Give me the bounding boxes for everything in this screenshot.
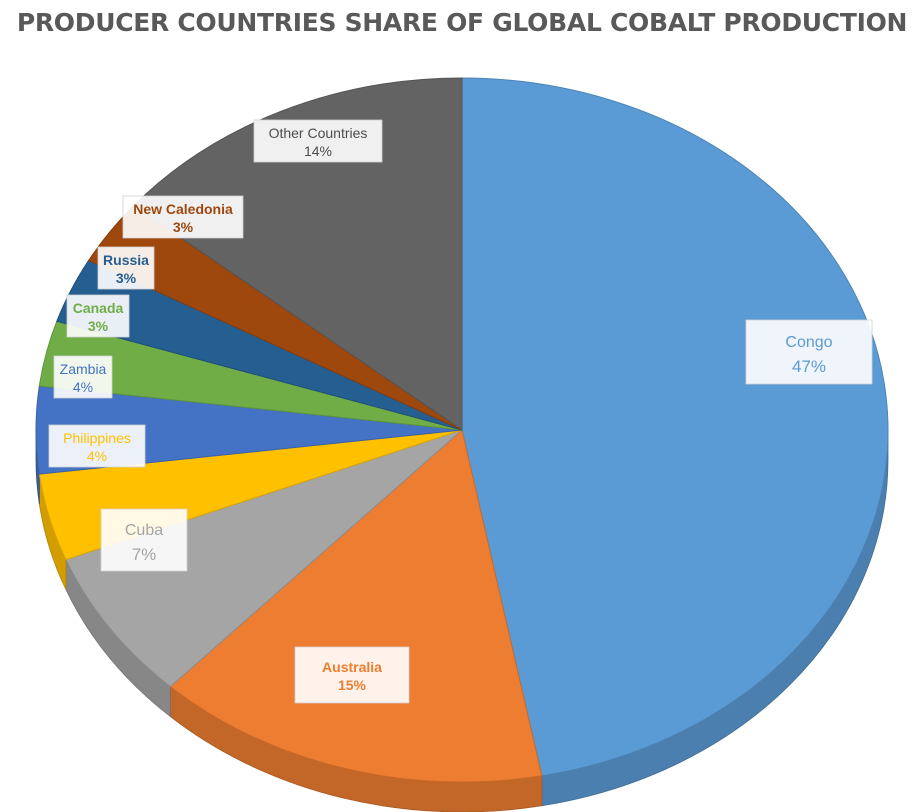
data-label-name: Philippines: [63, 430, 131, 446]
data-label-zambia: Zambia 4%: [53, 355, 113, 399]
data-label-box: [53, 355, 113, 399]
data-label-name: Congo: [785, 334, 832, 351]
data-label-name: Russia: [103, 252, 149, 268]
pie-labels: Congo47%Australia15%Cuba7%Philippines4%Z…: [48, 119, 873, 704]
data-label-congo: Congo 47%: [745, 319, 873, 385]
data-label-value: 3%: [173, 219, 194, 235]
data-label-box: [97, 246, 155, 290]
data-label-box: [66, 294, 130, 338]
slice-australia: [169, 429, 543, 783]
data-label-name: Other Countries: [269, 125, 368, 141]
data-label-australia: Australia 15%: [294, 646, 410, 704]
data-label-new-caledonia: New Caledonia 3%: [122, 195, 244, 239]
data-label-name: Australia: [322, 659, 382, 675]
data-label-name: Cuba: [125, 522, 163, 539]
data-label-box: [48, 424, 146, 468]
data-label-value: 15%: [338, 677, 367, 693]
data-label-value: 47%: [792, 357, 826, 376]
chart-title: PRODUCER COUNTRIES SHARE OF GLOBAL COBAL…: [16, 8, 908, 37]
slice-other-countries: [132, 77, 463, 431]
data-label-value: 3%: [88, 318, 109, 334]
slice-cuba: [65, 429, 463, 688]
data-label-name: New Caledonia: [133, 201, 233, 217]
data-label-box: [294, 646, 410, 704]
data-label-box: [745, 319, 873, 385]
data-label-box: [122, 195, 244, 239]
data-label-box: [253, 119, 383, 163]
data-label-box: [100, 508, 188, 572]
pie-top: [35, 77, 889, 783]
data-label-cuba: Cuba 7%: [100, 508, 188, 572]
data-label-value: 4%: [73, 379, 93, 395]
slice-congo: [461, 77, 889, 777]
data-label-other-countries: Other Countries 14%: [253, 119, 383, 163]
data-label-value: 3%: [116, 270, 137, 286]
data-label-name: Zambia: [60, 361, 107, 377]
data-label-name: Canada: [73, 300, 124, 316]
data-label-russia: Russia 3%: [97, 246, 155, 290]
data-label-canada: Canada 3%: [66, 294, 130, 338]
data-label-value: 4%: [87, 448, 107, 464]
data-label-value: 14%: [304, 143, 332, 159]
data-label-philippines: Philippines 4%: [48, 424, 146, 468]
data-label-value: 7%: [132, 545, 157, 564]
